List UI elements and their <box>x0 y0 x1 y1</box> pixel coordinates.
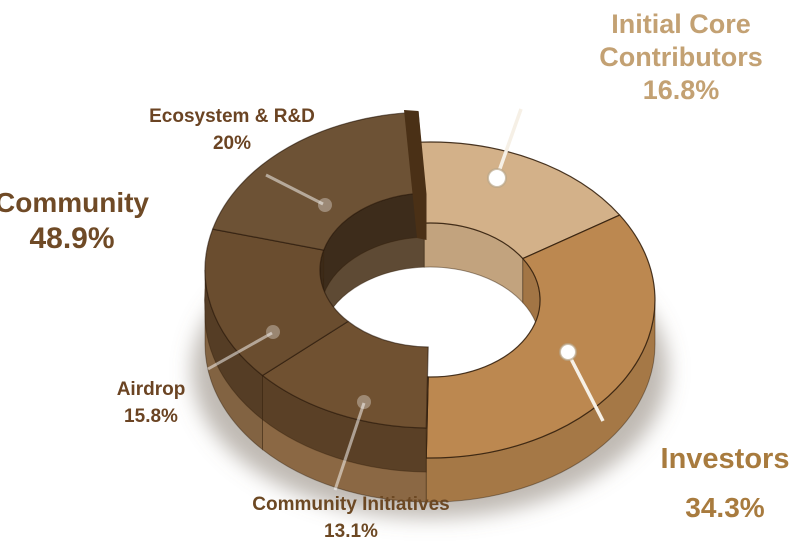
slice-top-investors <box>425 214 656 459</box>
leader-dot-initial-core-contributors <box>487 168 507 188</box>
callout-community-initiatives: Community Initiatives 13.1% <box>252 491 449 545</box>
callout-title: Community Initiatives <box>252 494 450 515</box>
leader-dot-airdrop <box>266 325 280 339</box>
callout-title: Investors <box>660 443 790 475</box>
callout-title: Initial Core <box>611 9 751 39</box>
callout-percent: 48.9% <box>29 222 115 255</box>
callout-title: Community <box>0 187 149 218</box>
callout-title: Contributors <box>599 42 763 72</box>
leader-line-community-initiatives <box>333 402 366 491</box>
callout-investors: Investors 34.3% <box>661 443 790 524</box>
leader-dot-ecosystem <box>318 198 332 212</box>
leader-dot-community-initiatives <box>357 395 371 409</box>
leader-line-ecosystem <box>265 173 324 206</box>
leader-line-airdrop <box>207 331 273 371</box>
callout-percent: 13.1% <box>324 521 378 542</box>
callout-initial-core-contributors: Initial Core Contributors 16.8% <box>599 8 762 107</box>
callout-percent: 34.3% <box>685 492 765 523</box>
callout-community-group: Community 48.9% <box>0 186 149 258</box>
community-overlay-top <box>212 111 425 251</box>
callout-title: Airdrop <box>116 379 186 400</box>
callout-percent: 16.8% <box>642 75 720 105</box>
slice-top-initial-core-contributors <box>417 141 621 260</box>
leader-line-investors <box>566 352 605 422</box>
community-overlay-cut-face <box>404 110 427 240</box>
leader-dot-investors <box>559 343 577 361</box>
callout-ecosystem-rnd: Ecosystem & R&D 20% <box>149 103 315 157</box>
callout-percent: 20% <box>212 133 252 154</box>
leader-line-initial-core-contributors <box>495 108 523 178</box>
callout-title: Ecosystem & R&D <box>149 106 315 127</box>
callout-percent: 15.8% <box>124 406 178 427</box>
callout-airdrop: Airdrop 15.8% <box>117 376 186 430</box>
community-overlay-top <box>204 228 349 377</box>
